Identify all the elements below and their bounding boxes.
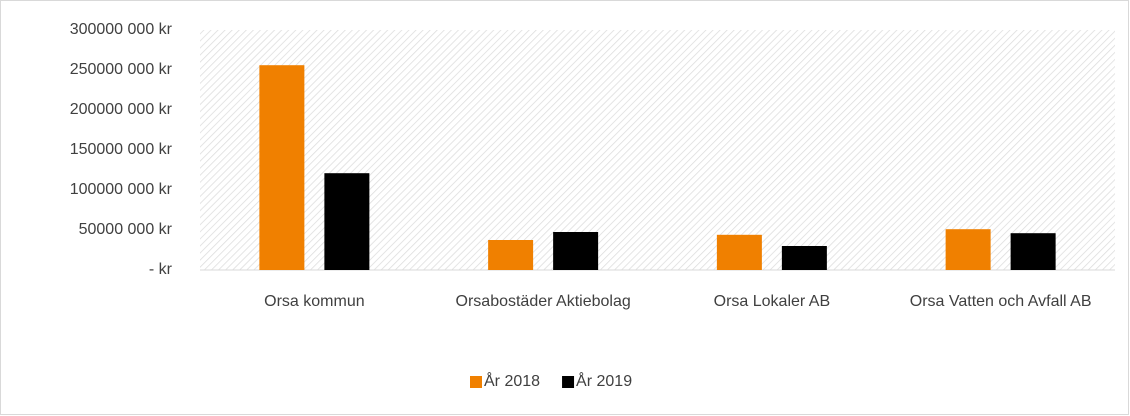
x-tick-label: Orsa Vatten och Avfall AB xyxy=(909,293,1092,310)
x-tick-label: Orsa kommun xyxy=(264,293,365,310)
y-tick-label: 300000 000 kr xyxy=(70,21,173,38)
y-tick-label: 250000 000 kr xyxy=(70,61,173,78)
bar xyxy=(553,232,599,270)
bar xyxy=(945,229,991,270)
y-tick-label: 50000 000 kr xyxy=(79,221,173,238)
bar xyxy=(259,65,305,270)
x-tick-label: Orsabostäder Aktiebolag xyxy=(455,293,631,310)
y-tick-label: 200000 000 kr xyxy=(70,101,173,118)
bar xyxy=(324,173,370,270)
legend-label: År 2018 xyxy=(484,371,540,390)
bar xyxy=(1010,233,1056,270)
legend-swatch xyxy=(562,376,575,388)
y-tick-label: 150000 000 kr xyxy=(70,141,173,158)
legend-label: År 2019 xyxy=(576,371,632,390)
bar xyxy=(781,246,827,270)
y-tick-label: - kr xyxy=(149,261,173,278)
bar xyxy=(488,240,534,270)
y-tick-label: 100000 000 kr xyxy=(70,181,173,198)
legend-swatch xyxy=(470,376,482,388)
x-tick-label: Orsa Lokaler AB xyxy=(713,293,831,310)
bar xyxy=(716,234,762,270)
